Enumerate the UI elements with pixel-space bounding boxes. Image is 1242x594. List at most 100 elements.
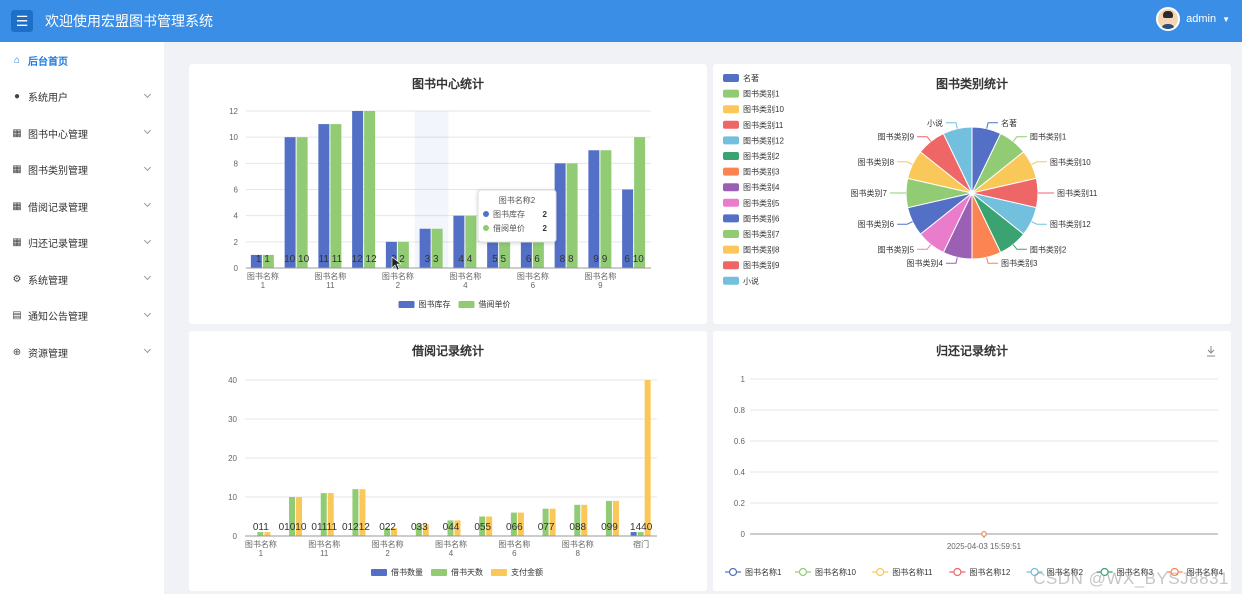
bar-支付金额[interactable] xyxy=(612,500,619,536)
chevron-down-icon[interactable] xyxy=(143,236,152,244)
bar-借书天数[interactable] xyxy=(320,493,327,536)
legend-swatch[interactable] xyxy=(723,152,739,160)
chevron-down-icon[interactable] xyxy=(143,345,152,354)
legend-label[interactable]: 图书类别4 xyxy=(743,182,780,192)
legend-label[interactable]: 图书名称3 xyxy=(1117,567,1154,577)
pie-slice[interactable] xyxy=(942,126,973,194)
sidebar-item-0[interactable]: ⌂ 后台首页 xyxy=(0,42,164,79)
bar-借阅单价[interactable] xyxy=(600,150,612,268)
bar-借阅单价[interactable] xyxy=(397,241,409,268)
bar-支付金额[interactable] xyxy=(296,497,303,536)
legend-label[interactable]: 名著 xyxy=(743,73,759,83)
legend-label[interactable]: 图书类别10 xyxy=(743,104,784,114)
bar-借阅单价[interactable] xyxy=(296,137,308,268)
bar-借阅单价[interactable] xyxy=(566,163,578,268)
bar-借书天数[interactable] xyxy=(384,528,391,536)
legend-label[interactable]: 小说 xyxy=(743,276,759,286)
legend-label[interactable]: 借书数量 xyxy=(391,567,423,577)
legend-label[interactable]: 图书类别8 xyxy=(743,245,780,255)
legend-label[interactable]: 图书名称11 xyxy=(892,567,933,577)
legend-swatch[interactable] xyxy=(723,214,739,223)
legend-swatch[interactable] xyxy=(723,261,739,270)
legend-label[interactable]: 图书类别6 xyxy=(743,213,780,223)
legend-swatch[interactable] xyxy=(723,183,739,192)
legend-swatch[interactable] xyxy=(458,301,475,308)
bar-借书数量[interactable] xyxy=(630,532,637,536)
bar-借阅单价[interactable] xyxy=(330,124,342,268)
bar-支付金额[interactable] xyxy=(454,520,461,536)
legend-label[interactable]: 图书名称10 xyxy=(815,567,856,577)
bar-图书库存[interactable] xyxy=(385,241,397,268)
legend-label[interactable]: 图书库存 xyxy=(419,299,451,309)
download-icon[interactable] xyxy=(1207,346,1215,357)
chevron-down-icon[interactable] xyxy=(143,126,152,135)
bar-借书天数[interactable] xyxy=(447,520,454,536)
sidebar-item-4[interactable]: ▦ 借阅记录管理 xyxy=(0,188,164,225)
legend-label[interactable]: 图书类别1 xyxy=(743,89,780,99)
bar-图书库存[interactable] xyxy=(318,124,330,268)
sidebar-item-5[interactable]: ▦ 归还记录管理 xyxy=(0,225,164,262)
legend-swatch[interactable] xyxy=(398,301,415,308)
legend-label[interactable]: 借书天数 xyxy=(451,567,483,577)
bar-借阅单价[interactable] xyxy=(465,215,477,268)
sidebar-item-6[interactable]: ⚙ 系统管理 xyxy=(0,261,164,298)
sidebar-item-7[interactable]: ▤ 通知公告管理 xyxy=(0,298,164,335)
bar-借阅单价[interactable] xyxy=(262,254,274,268)
chevron-down-icon[interactable] xyxy=(143,272,152,281)
bar-借书天数[interactable] xyxy=(605,500,612,536)
chevron-down-icon[interactable] xyxy=(143,309,152,317)
legend-label[interactable]: 图书名称12 xyxy=(969,567,1010,577)
bar-支付金额[interactable] xyxy=(549,508,556,536)
bar-支付金额[interactable] xyxy=(422,524,429,536)
legend-swatch[interactable] xyxy=(723,74,739,82)
chevron-down-icon[interactable] xyxy=(143,163,152,171)
legend-label[interactable]: 图书类别9 xyxy=(743,260,780,270)
legend-label[interactable]: 图书类别11 xyxy=(743,120,784,130)
bar-支付金额[interactable] xyxy=(391,528,398,536)
hamburger-menu-button[interactable]: ☰ xyxy=(11,10,33,32)
sidebar-item-1[interactable]: ● 系统用户 xyxy=(0,79,164,116)
legend-label[interactable]: 图书名称2 xyxy=(1047,567,1084,577)
legend-marker[interactable] xyxy=(1030,567,1039,577)
legend-label[interactable]: 图书类别12 xyxy=(743,135,784,145)
chevron-down-icon[interactable] xyxy=(143,199,152,208)
legend-marker[interactable] xyxy=(798,567,808,577)
bar-支付金额[interactable] xyxy=(359,489,366,536)
legend-label[interactable]: 图书类别5 xyxy=(743,198,780,208)
bar-借书天数[interactable] xyxy=(257,532,264,536)
bar-图书库存[interactable] xyxy=(588,150,600,268)
bar-借阅单价[interactable] xyxy=(364,111,376,268)
legend-marker[interactable] xyxy=(728,567,738,577)
bar-支付金额[interactable] xyxy=(644,380,651,536)
bar-借阅单价[interactable] xyxy=(634,137,646,268)
borrow-record-bar-chart[interactable]: 0 10 20 30 40 011 01010 01111 01212 022 033 044 055 0… xyxy=(189,331,707,591)
user-menu[interactable]: admin ▼ xyxy=(1156,7,1230,31)
sidebar-item-8[interactable]: ⊕ 资源管理 xyxy=(0,334,164,371)
bar-图书库存[interactable] xyxy=(284,137,296,268)
bar-借书天数[interactable] xyxy=(289,497,296,536)
legend-marker[interactable] xyxy=(1100,567,1109,577)
avatar[interactable] xyxy=(1156,7,1181,31)
legend-marker[interactable] xyxy=(953,567,962,577)
legend-marker[interactable] xyxy=(876,567,885,577)
legend-swatch[interactable] xyxy=(491,569,507,576)
legend-swatch[interactable] xyxy=(723,105,739,114)
legend-swatch[interactable] xyxy=(723,167,739,176)
legend-swatch[interactable] xyxy=(431,569,447,576)
legend-swatch[interactable] xyxy=(723,120,739,129)
bar-借书天数[interactable] xyxy=(542,508,549,536)
legend-label[interactable]: 图书类别2 xyxy=(743,151,780,161)
legend-swatch[interactable] xyxy=(371,569,387,576)
bar-图书库存[interactable] xyxy=(453,215,465,268)
bar-支付金额[interactable] xyxy=(264,532,271,536)
line-point[interactable] xyxy=(981,531,987,537)
legend-swatch[interactable] xyxy=(723,198,739,207)
bar-支付金额[interactable] xyxy=(327,493,334,536)
bar-图书库存[interactable] xyxy=(622,189,634,269)
chevron-down-icon[interactable] xyxy=(143,90,152,98)
return-record-line-chart[interactable]: 0 0.2 0.4 0.6 0.8 1 2025-04-03 15:59:51 图书名称1 图书… xyxy=(713,331,1231,591)
legend-swatch[interactable] xyxy=(723,245,739,254)
bar-图书库存[interactable] xyxy=(250,254,262,268)
bar-借书天数[interactable] xyxy=(479,516,486,537)
